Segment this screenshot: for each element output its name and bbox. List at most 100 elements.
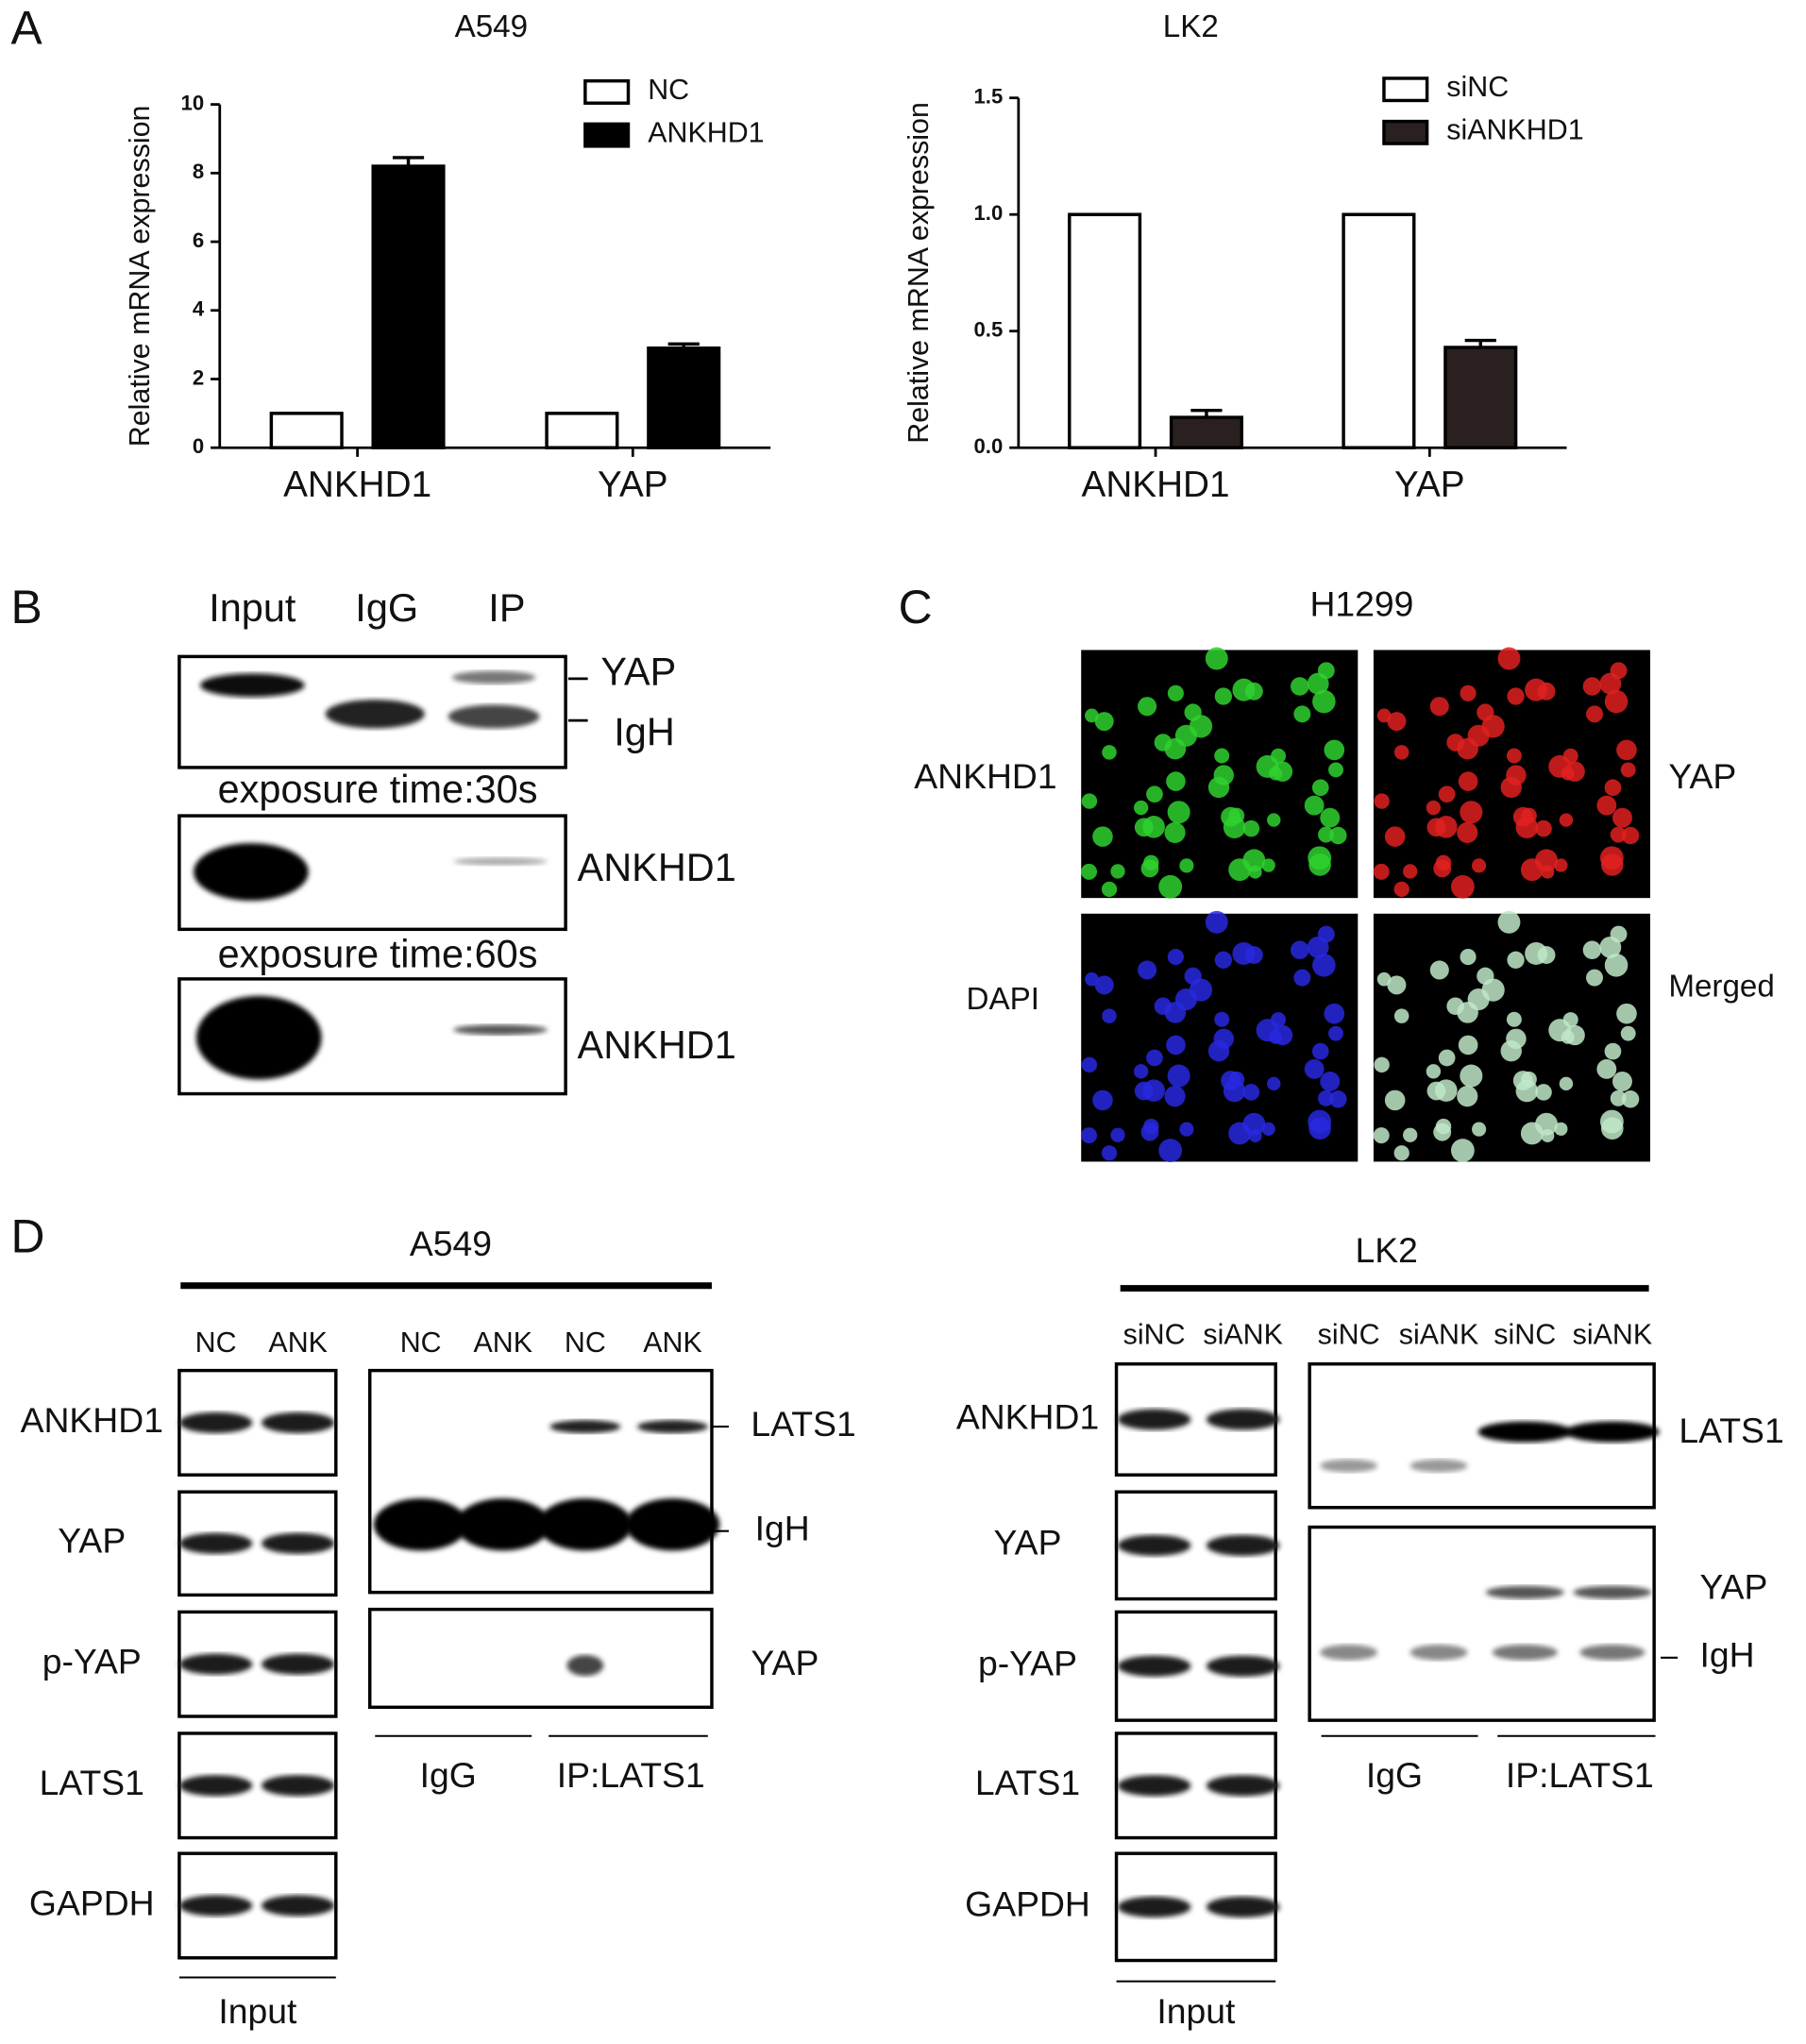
- cell: [1102, 745, 1117, 760]
- cell: [1167, 949, 1184, 966]
- cell: [1426, 800, 1442, 816]
- blot-label: YAP: [58, 1521, 126, 1561]
- cell: [1521, 1071, 1537, 1088]
- cell: [1457, 1086, 1478, 1107]
- panel-label: C: [899, 581, 933, 633]
- band: [195, 995, 322, 1080]
- panel-c: H1299 ANKHD1 YAP DAPI Merged: [914, 584, 1775, 1162]
- blot-label: IP:LATS1: [1506, 1755, 1654, 1795]
- band: [1573, 1585, 1652, 1599]
- legend-swatch: [583, 122, 631, 148]
- cell: [1472, 858, 1487, 873]
- cell: [1582, 677, 1602, 696]
- cell: [1387, 712, 1407, 732]
- cell: [1318, 1090, 1334, 1106]
- cell: [1214, 748, 1230, 764]
- cell: [1214, 1011, 1230, 1027]
- y-tick-label: 1.5: [974, 85, 1004, 109]
- blot-label: NC: [565, 1326, 606, 1359]
- lane-label: IP: [488, 585, 525, 630]
- cell: [1582, 940, 1602, 960]
- cell: [1458, 771, 1478, 791]
- panel-label: B: [11, 581, 42, 633]
- cell: [1374, 793, 1390, 809]
- cell: [1506, 748, 1522, 764]
- legend-swatch: [1382, 76, 1429, 103]
- y-tick-label: 1.0: [974, 201, 1004, 225]
- cell: [1085, 708, 1099, 723]
- cell: [1311, 1042, 1329, 1060]
- cell: [1477, 703, 1494, 721]
- band: [1206, 1775, 1280, 1797]
- cell: [1429, 697, 1449, 717]
- cell: [1092, 1090, 1113, 1111]
- blot-label: LATS1: [1679, 1411, 1783, 1450]
- blot-label: Input: [1156, 1991, 1236, 2031]
- cell: [1228, 1071, 1245, 1088]
- blot-label: NC: [400, 1326, 442, 1359]
- cell: [1599, 846, 1624, 870]
- cell: [1101, 881, 1118, 898]
- cell: [1142, 816, 1165, 838]
- panel-label: A: [11, 1, 43, 54]
- cell: [1535, 1084, 1552, 1101]
- band: [178, 1532, 253, 1554]
- blot-label: siANK: [1399, 1319, 1478, 1351]
- band: [1117, 1896, 1191, 1917]
- blot-label: IP:LATS1: [557, 1755, 705, 1795]
- cell: [1472, 1122, 1487, 1137]
- cell: [1525, 678, 1548, 701]
- cell: [1604, 689, 1629, 714]
- cell: [1435, 1118, 1452, 1135]
- panel-label: D: [11, 1210, 45, 1263]
- cell: [1081, 1056, 1098, 1073]
- channel-label: ANKHD1: [914, 756, 1056, 796]
- cell: [1081, 1127, 1098, 1144]
- blot-label: NC: [195, 1326, 237, 1359]
- legend-label: ANKHD1: [648, 116, 764, 148]
- blot-label: ANKHD1: [956, 1396, 1099, 1436]
- blot-label: LATS1: [975, 1763, 1080, 1802]
- y-axis-label: Relative mRNA expression: [903, 102, 935, 444]
- cell: [1426, 1064, 1442, 1079]
- cell: [1101, 1145, 1118, 1161]
- cell: [1110, 1127, 1125, 1142]
- cell: [1457, 1002, 1478, 1023]
- blot-label: siNC: [1494, 1319, 1556, 1351]
- cell: [1604, 1042, 1622, 1060]
- band: [1117, 1534, 1191, 1556]
- blot-label: IgH: [1700, 1635, 1755, 1675]
- cell: [1435, 816, 1458, 838]
- lane-label: Input: [209, 585, 296, 630]
- cell: [1232, 941, 1256, 965]
- panel-d: A549 NC ANK NC ANK NC ANK ANKHD1 YAP p-YAP LATS1 GA…: [21, 1224, 1784, 2031]
- cell: [1291, 677, 1309, 696]
- band: [1565, 1421, 1660, 1443]
- cell: [1184, 703, 1202, 721]
- cell: [1134, 800, 1149, 816]
- cell: [1604, 954, 1629, 977]
- blot-label: siNC: [1318, 1319, 1380, 1351]
- cell: [1143, 854, 1159, 871]
- band: [455, 1498, 550, 1551]
- band-label: IgH: [614, 709, 675, 753]
- band: [1206, 1409, 1280, 1430]
- cell: [1373, 1127, 1390, 1144]
- cell: [1312, 954, 1336, 977]
- cell: [1438, 1049, 1456, 1067]
- cell: [1403, 1127, 1418, 1142]
- cell: [1561, 1030, 1575, 1044]
- cell: [1620, 1025, 1636, 1041]
- cell: [1267, 813, 1281, 827]
- y-tick-label: 6: [193, 228, 204, 252]
- blot-label: siNC: [1123, 1319, 1186, 1351]
- blot-label: siANK: [1203, 1319, 1282, 1351]
- cell: [1138, 960, 1157, 980]
- legend-label: siANKHD1: [1446, 114, 1583, 146]
- blot-label: p-YAP: [42, 1642, 142, 1681]
- band: [261, 1895, 335, 1917]
- band: [549, 1420, 621, 1433]
- band: [1485, 1585, 1564, 1599]
- cell: [1507, 687, 1525, 705]
- cell: [1324, 1003, 1345, 1024]
